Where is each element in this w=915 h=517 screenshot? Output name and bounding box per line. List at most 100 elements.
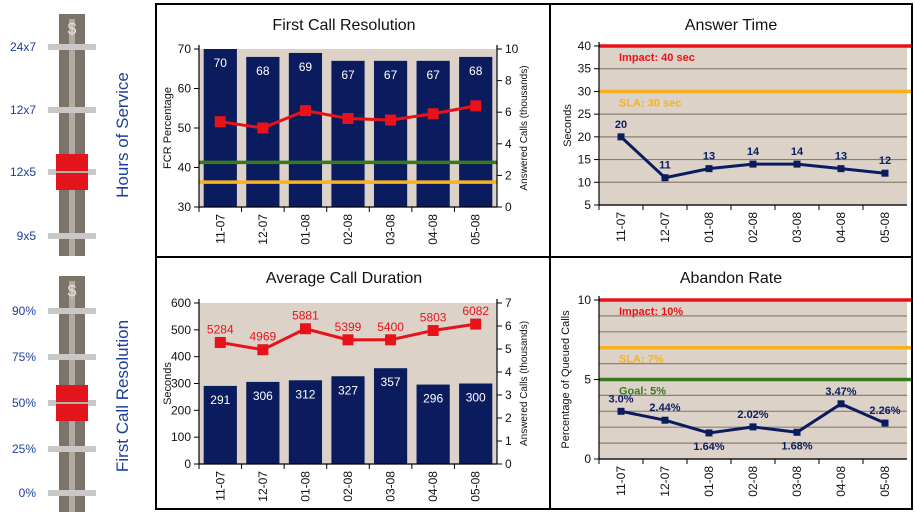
x-tick-label: 02-08 bbox=[746, 466, 760, 497]
first-call-resolution-slider-graphic[interactable]: $90% 75% 50% 25% 0% First Call Resolution bbox=[0, 256, 150, 512]
answer-time-chart-panel: Answer Time Impact: 40 sec SLA: 30 sec 20 11… bbox=[549, 3, 913, 258]
y-axis-label: Seconds bbox=[562, 104, 574, 147]
slider-tick-label: 50% bbox=[12, 396, 36, 410]
y-axis-label: Percentage of Queued Calls bbox=[560, 310, 572, 449]
x-tick-label: 04-08 bbox=[834, 212, 848, 243]
bar bbox=[288, 52, 323, 208]
reference-line-label: SLA: 30 sec bbox=[619, 97, 681, 109]
y-tick-label: 600 bbox=[171, 296, 191, 310]
series-data-label: 5400 bbox=[377, 320, 404, 334]
y-tick-label: 60 bbox=[178, 82, 192, 96]
slider-groove bbox=[69, 19, 75, 256]
y-tick-label: 500 bbox=[171, 323, 191, 337]
bar-value-label: 312 bbox=[295, 387, 315, 401]
x-tick-label: 05-08 bbox=[878, 466, 892, 497]
y2-tick-label: 1 bbox=[505, 434, 512, 448]
series-point bbox=[705, 165, 713, 173]
bar-value-label: 67 bbox=[341, 68, 355, 82]
series-data-label: 13 bbox=[835, 151, 847, 163]
series-data-label: 12 bbox=[879, 155, 891, 167]
call-duration-chart-panel: Average Call Duration 291 306 312 327 357 296 3… bbox=[155, 256, 551, 510]
slider-handle-line bbox=[56, 402, 88, 404]
y-axis-label: FCR Percentage bbox=[162, 87, 174, 169]
bar-value-label: 291 bbox=[210, 393, 230, 407]
series-data-label: 3.0% bbox=[608, 393, 633, 405]
bar-value-label: 357 bbox=[381, 375, 401, 389]
bar bbox=[288, 380, 323, 464]
series-data-label: 14 bbox=[747, 146, 760, 158]
bar bbox=[373, 60, 408, 207]
series-data-label: 13 bbox=[703, 151, 715, 163]
slider-handle-line bbox=[56, 171, 88, 173]
series-data-label: 3.47% bbox=[825, 386, 856, 398]
series-point bbox=[617, 133, 625, 141]
x-tick-label: 02-08 bbox=[341, 214, 355, 245]
y-tick-label: 70 bbox=[178, 42, 192, 56]
x-tick-label: 05-08 bbox=[878, 212, 892, 243]
slider-tick-label: 25% bbox=[12, 442, 36, 456]
x-tick-label: 04-08 bbox=[834, 466, 848, 497]
x-tick-label: 03-08 bbox=[790, 212, 804, 243]
x-tick-label: 02-08 bbox=[341, 471, 355, 502]
slider-tick bbox=[48, 44, 96, 50]
series-point bbox=[881, 419, 889, 427]
series-data-label: 2.26% bbox=[869, 405, 900, 417]
series-point bbox=[214, 116, 226, 128]
series-point bbox=[749, 423, 757, 431]
series-point bbox=[749, 160, 757, 168]
chart-title: Average Call Duration bbox=[266, 270, 422, 287]
y2-tick-label: 0 bbox=[505, 200, 512, 214]
series-point bbox=[837, 400, 845, 408]
y-tick-label: 35 bbox=[578, 62, 592, 76]
x-tick-label: 11-07 bbox=[213, 214, 227, 244]
x-tick-label: 01-08 bbox=[298, 471, 312, 502]
slider-tick-label: 90% bbox=[12, 304, 36, 318]
hours-of-service-slider-graphic[interactable]: $24x7 12x7 12x5 9x5 Hours of Service bbox=[0, 0, 150, 256]
series-data-label: 5399 bbox=[335, 320, 362, 334]
series-data-label: 5881 bbox=[292, 309, 319, 323]
bar bbox=[416, 60, 450, 207]
series-point bbox=[617, 407, 625, 415]
chart-title: First Call Resolution bbox=[272, 17, 415, 34]
slider-title: Hours of Service bbox=[113, 72, 132, 198]
bar-value-label: 67 bbox=[384, 68, 398, 82]
y-tick-label: 0 bbox=[184, 457, 191, 471]
series-point bbox=[299, 323, 311, 335]
series-point bbox=[427, 325, 439, 337]
series-point bbox=[837, 165, 845, 173]
bar-value-label: 68 bbox=[469, 64, 483, 78]
hours-of-service-slider[interactable]: $24x7 12x7 12x5 9x5 Hours of Service bbox=[0, 0, 150, 256]
series-data-label: 5803 bbox=[420, 311, 447, 325]
slider-tick-label: 0% bbox=[19, 486, 37, 500]
y-tick-label: 25 bbox=[578, 107, 592, 121]
reference-line-label: SLA: 7% bbox=[619, 354, 664, 366]
y2-tick-label: 2 bbox=[505, 168, 512, 182]
y2-tick-label: 0 bbox=[505, 457, 512, 471]
x-tick-label: 01-08 bbox=[702, 212, 716, 243]
y-tick-label: 10 bbox=[578, 175, 592, 189]
first-call-resolution-slider[interactable]: $90% 75% 50% 25% 0% First Call Resolution bbox=[0, 256, 150, 512]
y2-tick-label: 4 bbox=[505, 137, 512, 151]
series-point bbox=[385, 334, 397, 346]
series-point bbox=[257, 344, 269, 356]
bar bbox=[373, 368, 408, 464]
x-tick-label: 11-07 bbox=[614, 466, 628, 496]
y-tick-label: 5 bbox=[584, 198, 591, 212]
slider-tick-label: 12x5 bbox=[10, 165, 36, 179]
bar-value-label: 69 bbox=[299, 60, 313, 74]
slider-tick bbox=[48, 490, 96, 496]
series-point bbox=[793, 160, 801, 168]
slider-tick bbox=[48, 354, 96, 360]
series-point bbox=[257, 122, 269, 134]
bar bbox=[459, 56, 493, 208]
y-tick-label: 40 bbox=[178, 161, 192, 175]
x-tick-label: 03-08 bbox=[384, 214, 398, 245]
y-tick-label: 400 bbox=[171, 350, 191, 364]
chart-title: Abandon Rate bbox=[680, 270, 782, 287]
x-tick-label: 12-07 bbox=[256, 471, 270, 502]
y-tick-label: 20 bbox=[578, 130, 592, 144]
series-point bbox=[661, 174, 669, 182]
y2-tick-label: 5 bbox=[505, 342, 512, 356]
